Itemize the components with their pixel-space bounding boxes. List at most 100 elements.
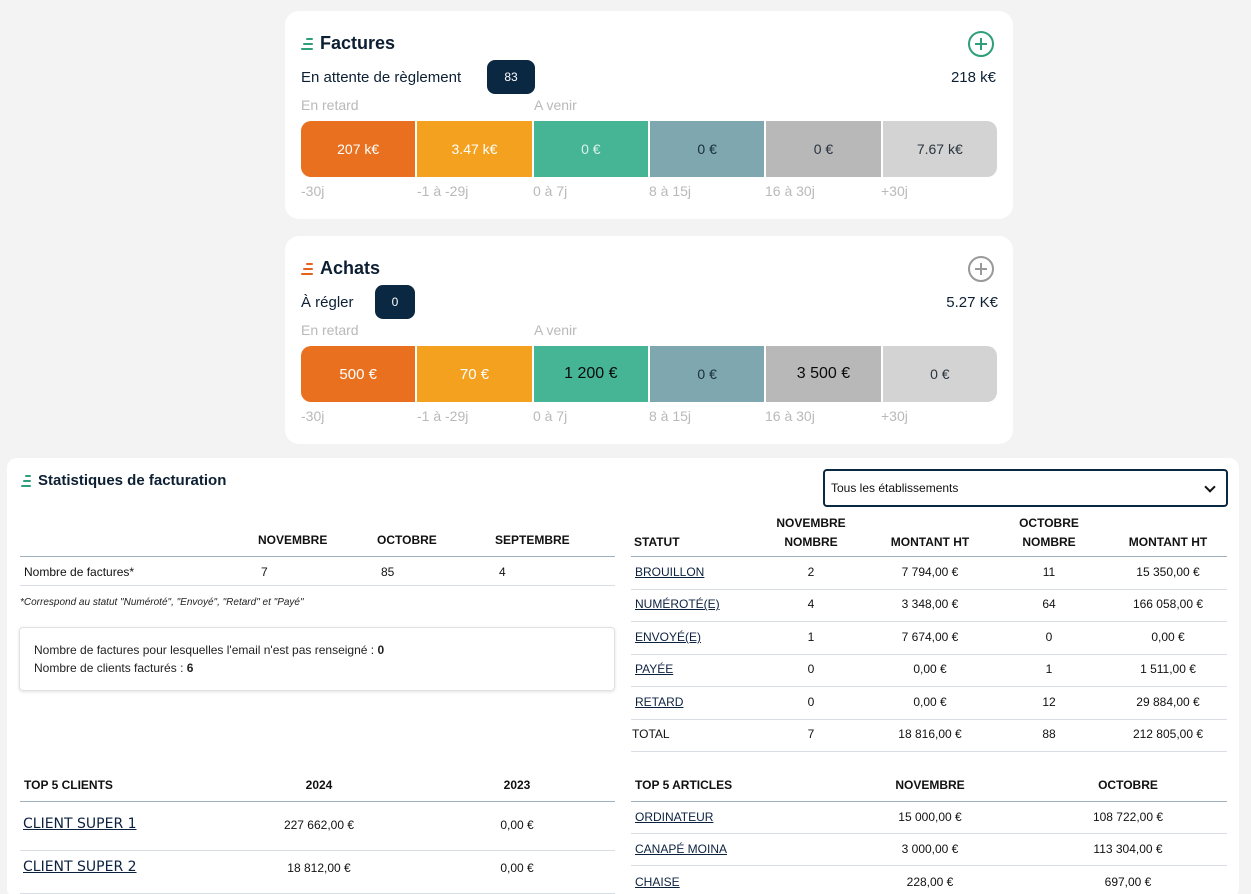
cell: 1 511,00 €	[1140, 662, 1196, 677]
coming-label: A venir	[534, 322, 577, 338]
divider	[631, 686, 1227, 688]
aging-bar[interactable]: 500 €	[301, 346, 416, 402]
article-link[interactable]: ORDINATEUR	[635, 810, 714, 824]
clients-value: 6	[186, 661, 194, 675]
divider	[631, 589, 1227, 590]
brand-lines-icon	[301, 261, 315, 277]
aging-bar[interactable]: 3.47 k€	[417, 121, 532, 177]
status-link[interactable]: RETARD	[635, 694, 684, 709]
range-label: +30j	[881, 183, 908, 199]
footnote: *Correspond au statut "Numéroté", "Envoy…	[20, 597, 304, 608]
cell: 7	[261, 565, 268, 579]
article-link[interactable]: CANAPÉ MOINA	[635, 842, 728, 857]
pending-count-badge[interactable]: 83	[487, 60, 535, 94]
client-link[interactable]: CLIENT SUPER 2	[23, 859, 137, 875]
cell: 0,00 €	[913, 662, 947, 677]
aging-bar[interactable]: 3 500 €	[766, 346, 881, 402]
aging-bar[interactable]: 70 €	[417, 346, 532, 402]
status-link[interactable]: ENVOYÉ(E)	[635, 629, 702, 644]
pending-label: En attente de règlement	[301, 69, 462, 86]
late-label: En retard	[301, 97, 359, 113]
aging-bar[interactable]: 1 200 €	[533, 346, 648, 402]
col-header: NOVEMBRE	[258, 533, 328, 547]
month-header: OCTOBRE	[1019, 516, 1079, 530]
establishment-select-value: Tous les établissements	[831, 481, 959, 495]
aging-ranges: -30j -1 à -29j 0 à 7j 8 à 15j 16 à 30j +…	[301, 183, 997, 199]
client-link[interactable]: CLIENT SUPER 1	[23, 816, 137, 832]
cell: 3 348,00 €	[901, 597, 959, 612]
col-header: NOMBRE	[1022, 535, 1076, 549]
range-label: 8 à 15j	[649, 408, 692, 424]
aging-bar[interactable]: 0 €	[882, 346, 997, 402]
aging-bars: 500 € 70 € 1 200 € 0 € 3 500 € 0 €	[301, 346, 997, 402]
article-link[interactable]: CHAISE	[635, 874, 680, 889]
missing-email-value: 0	[377, 643, 385, 657]
col-header: TOP 5 CLIENTS	[24, 778, 113, 792]
col-header: STATUT	[634, 535, 680, 549]
factures-title-text: Factures	[320, 33, 396, 53]
row-label: Nombre de factures*	[24, 565, 135, 579]
cell: 88	[1042, 727, 1056, 741]
range-label: +30j	[881, 408, 908, 424]
status-link[interactable]: PAYÉE	[635, 662, 674, 677]
cell: 0	[1045, 629, 1053, 644]
divider	[20, 556, 615, 557]
add-achat-icon[interactable]	[968, 256, 994, 282]
aging-bar[interactable]: 0 €	[533, 121, 648, 177]
cell: 29 884,00 €	[1136, 694, 1200, 709]
divider	[631, 556, 1227, 557]
cell: 4	[499, 565, 506, 579]
divider	[631, 801, 1227, 802]
cell: 108 722,00 €	[1092, 810, 1164, 824]
cell: 7 794,00 €	[901, 565, 959, 579]
aging-bar[interactable]: 0 €	[649, 346, 765, 402]
month-header: NOVEMBRE	[776, 516, 846, 530]
aging-bar[interactable]: 7.67 k€	[882, 121, 997, 177]
cell: 64	[1042, 597, 1056, 612]
divider	[631, 865, 1227, 867]
pending-count-badge[interactable]: 0	[375, 285, 415, 319]
cell: 11	[1042, 565, 1056, 579]
cell: 3 000,00 €	[901, 842, 959, 857]
stats-title: Statistiques de facturation	[21, 472, 226, 489]
stats-title-text: Statistiques de facturation	[38, 472, 227, 489]
range-label: -1 à -29j	[417, 408, 469, 424]
range-label: 0 à 7j	[533, 408, 568, 424]
col-header: MONTANT HT	[890, 535, 970, 549]
aging-bar[interactable]: 0 €	[766, 121, 881, 177]
divider	[20, 850, 615, 851]
col-header: TOP 5 ARTICLES	[635, 778, 733, 792]
range-label: 16 à 30j	[765, 408, 815, 424]
establishment-select[interactable]: Tous les établissements	[823, 469, 1228, 507]
cell: 1	[1045, 662, 1053, 677]
range-label: -1 à -29j	[417, 183, 469, 199]
col-header: NOVEMBRE	[895, 778, 965, 792]
aging-bar[interactable]: 207 k€	[301, 121, 416, 177]
divider	[631, 718, 1227, 720]
cell: 12	[1042, 694, 1056, 709]
brand-lines-icon	[301, 36, 315, 52]
status-link[interactable]: BROUILLON	[635, 565, 705, 579]
cell: 227 662,00 €	[283, 818, 355, 832]
col-header: OCTOBRE	[1098, 778, 1158, 792]
status-link[interactable]: NUMÉROTÉ(E)	[635, 597, 720, 612]
factures-title: Factures	[301, 33, 395, 54]
total-label: TOTAL	[632, 727, 670, 741]
factures-card: Factures En attente de règlement 83 218 …	[285, 11, 1013, 219]
cell: 228,00 €	[906, 874, 954, 889]
cell: 697,00 €	[1104, 874, 1152, 889]
cell: 0	[807, 662, 815, 677]
clients-line: Nombre de clients facturés : 6	[34, 659, 614, 677]
cell: 0,00 €	[913, 694, 947, 709]
aging-bar[interactable]: 0 €	[649, 121, 765, 177]
chevron-down-icon	[1204, 481, 1216, 493]
divider	[631, 653, 1227, 655]
missing-email-label: Nombre de factures pour lesquelles l'ema…	[34, 643, 378, 657]
cell: 0,00 €	[500, 861, 534, 875]
add-facture-icon[interactable]	[968, 31, 994, 57]
pending-label: À régler	[301, 294, 354, 311]
cell: 85	[381, 565, 395, 579]
cell: 7	[807, 727, 815, 741]
divider	[631, 751, 1227, 752]
col-header: 2023	[503, 778, 531, 792]
